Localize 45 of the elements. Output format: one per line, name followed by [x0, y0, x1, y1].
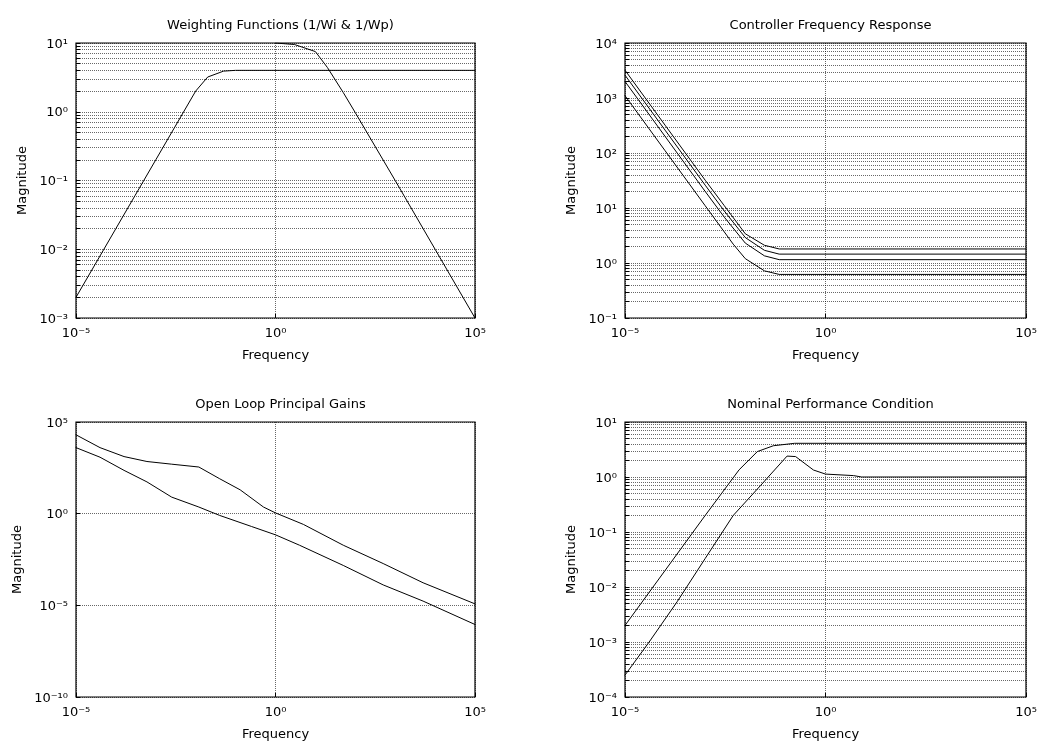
x-tick-label: 10⁻⁵	[610, 704, 640, 719]
y-axis-title: Magnitude	[563, 146, 579, 215]
x-axis-title: Frequency	[241, 347, 310, 362]
y-tick-label: 10⁻³	[39, 310, 68, 326]
x-tick-label: 10⁻⁵	[610, 325, 640, 340]
y-tick-label: 10⁻¹	[588, 524, 617, 540]
y-tick-label: 10²	[595, 145, 617, 161]
chart-title: Controller Frequency Response	[729, 17, 932, 32]
x-tick-label: 10⁰	[264, 704, 287, 719]
y-tick-label: 10⁴	[595, 35, 617, 51]
x-tick-label: 10⁵	[464, 704, 486, 719]
x-tick-label: 10⁻⁵	[61, 704, 91, 719]
x-tick-label: 10⁰	[814, 704, 837, 719]
y-axis-title: Magnitude	[9, 525, 25, 594]
y-tick-label: 10⁰	[595, 469, 617, 485]
y-axis-title: Magnitude	[563, 525, 579, 594]
y-tick-label: 10⁰	[46, 506, 68, 522]
y-tick-label: 10¹	[595, 414, 617, 430]
x-tick-label: 10⁻⁵	[61, 325, 91, 340]
x-tick-label: 10⁵	[1015, 704, 1037, 719]
x-axis-title: Frequency	[791, 347, 860, 362]
y-tick-label: 10¹	[595, 200, 617, 216]
y-tick-label: 10⁻¹	[39, 173, 68, 188]
x-tick-label: 10⁵	[464, 325, 486, 340]
y-axis-title: Magnitude	[14, 146, 30, 215]
chart-title: Nominal Performance Condition	[727, 396, 934, 411]
y-tick-label: 10⁻³	[588, 634, 617, 650]
x-tick-label: 10⁰	[814, 325, 837, 340]
x-axis-title: Frequency	[791, 726, 860, 741]
x-tick-label: 10⁰	[264, 325, 287, 340]
y-tick-label: 10⁻⁴	[588, 689, 617, 705]
y-tick-label: 10³	[595, 90, 617, 106]
y-tick-label: 10⁵	[46, 414, 68, 430]
chart-title: Weighting Functions (1/Wi & 1/Wp)	[167, 17, 394, 32]
y-tick-label: 10¹	[46, 35, 68, 51]
x-tick-label: 10⁵	[1015, 325, 1037, 340]
chart-title: Open Loop Principal Gains	[195, 396, 366, 411]
x-axis-title: Frequency	[241, 726, 310, 741]
y-tick-label: 10⁻²	[588, 579, 617, 595]
y-tick-label: 10⁰	[46, 104, 68, 120]
y-tick-label: 10⁰	[595, 255, 617, 271]
y-tick-label: 10⁻⁵	[39, 597, 68, 613]
y-tick-label: 10⁻¹⁰	[34, 689, 68, 705]
y-tick-label: 10⁻¹	[588, 310, 617, 326]
y-tick-label: 10⁻²	[39, 241, 68, 257]
